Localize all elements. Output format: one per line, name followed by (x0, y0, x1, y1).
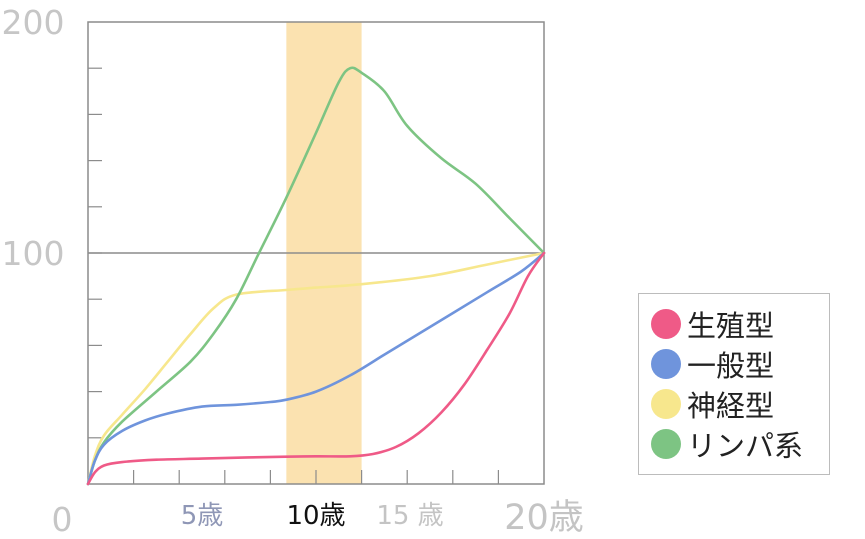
legend-swatch (651, 429, 681, 459)
y-tick-label: 0 (52, 500, 73, 539)
series-line-1 (86, 251, 546, 486)
series-layer (86, 66, 546, 486)
y-tick-label: 200 (2, 3, 65, 42)
legend-swatch (651, 389, 681, 419)
axis-labels: 0 100 200 5歳 10歳 15 歳 20歳 (2, 3, 584, 539)
legend-item: 一般型 (651, 344, 829, 384)
x-tick-label: 15 歳 (376, 501, 443, 531)
legend-swatch (651, 309, 681, 339)
legend-item: リンパ系 (651, 424, 829, 464)
legend-label: リンパ系 (687, 429, 804, 463)
legend-label: 生殖型 (687, 309, 775, 343)
series-line-2 (86, 251, 546, 486)
legend-label: 神経型 (687, 389, 775, 423)
x-tick-label: 5歳 (181, 501, 224, 531)
y-tick-label: 100 (2, 234, 65, 273)
legend-item: 神経型 (651, 384, 829, 424)
series-line-4 (86, 66, 546, 486)
legend: 生殖型一般型神経型リンパ系 (638, 293, 830, 475)
legend-label: 一般型 (687, 349, 775, 383)
legend-swatch (651, 349, 681, 379)
series-line-3 (86, 251, 546, 486)
x-tick-label: 10歳 (286, 501, 345, 531)
legend-item: 生殖型 (651, 304, 829, 344)
x-tick-label: 20歳 (504, 498, 584, 538)
